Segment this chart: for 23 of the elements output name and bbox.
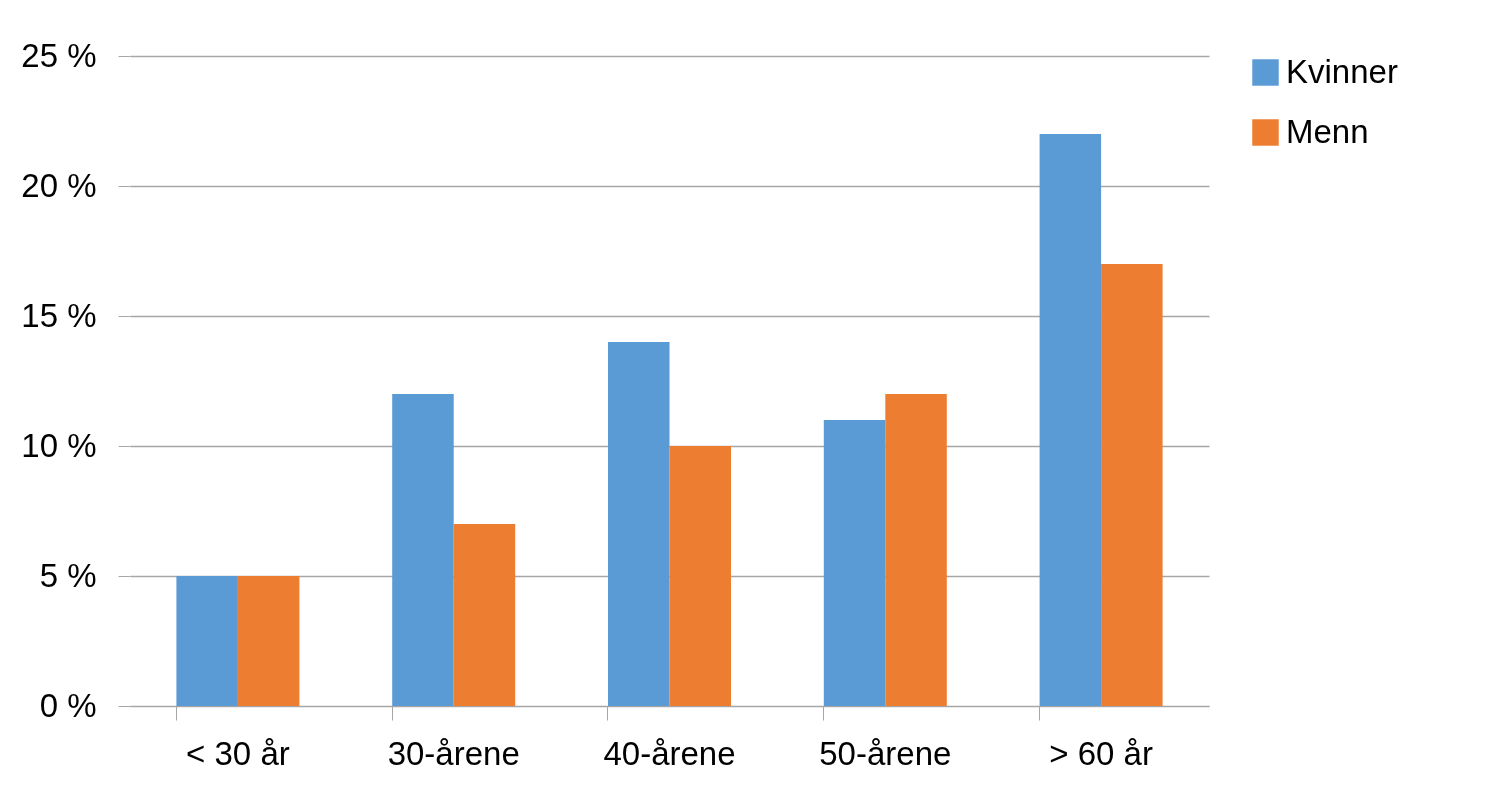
- bar: [823, 420, 886, 706]
- legend-label: Menn: [1286, 112, 1369, 150]
- x-tick-label: < 30 år: [186, 734, 290, 772]
- y-tick-label: 25 %: [21, 36, 97, 74]
- x-tick-label: 30-årene: [387, 734, 520, 772]
- bar: [453, 524, 516, 706]
- x-tick-label: 50-årene: [819, 734, 952, 772]
- bar: [392, 394, 454, 706]
- bar: [885, 394, 947, 706]
- bar: [237, 576, 300, 706]
- y-tick-label: 5 %: [39, 556, 97, 594]
- bar: [1039, 134, 1102, 706]
- y-tick-label: 20 %: [21, 166, 97, 204]
- y-tick-label: 10 %: [21, 426, 97, 464]
- x-tick-label: 40-årene: [603, 734, 736, 772]
- y-tick-label: 15 %: [21, 296, 97, 334]
- bar: [608, 342, 670, 706]
- bar: [1101, 264, 1163, 706]
- bar: [669, 446, 731, 706]
- x-tick-label: > 60 år: [1049, 734, 1153, 772]
- bar: [176, 576, 238, 706]
- y-tick-label: 0 %: [39, 686, 97, 724]
- legend-label: Kvinner: [1286, 52, 1398, 90]
